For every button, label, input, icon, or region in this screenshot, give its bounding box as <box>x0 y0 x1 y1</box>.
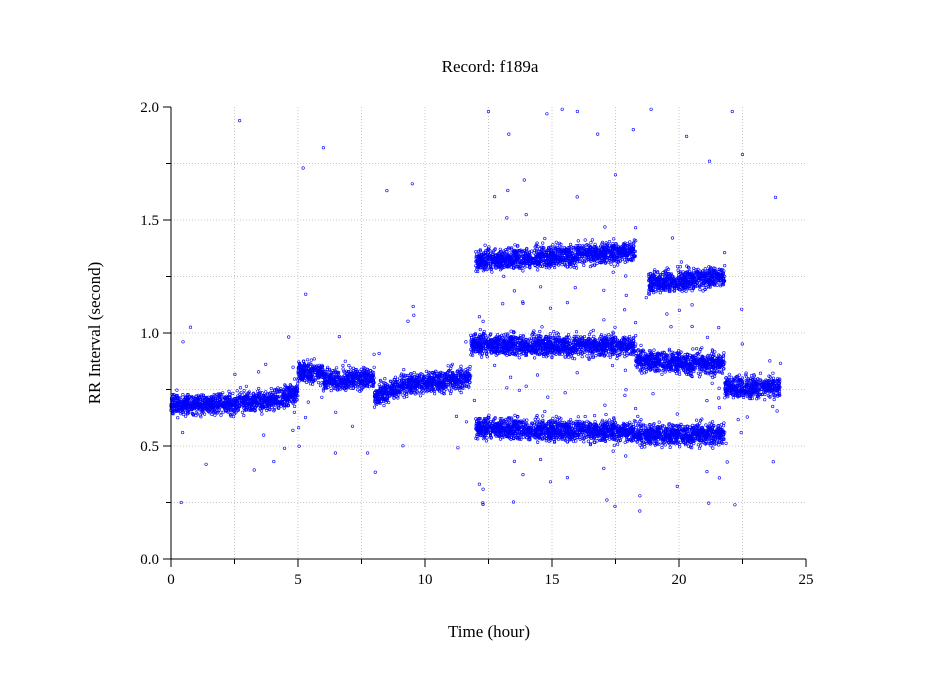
data-point <box>237 404 241 409</box>
data-point <box>235 389 239 393</box>
data-point <box>240 410 245 414</box>
data-point <box>175 388 179 392</box>
data-point <box>262 394 266 398</box>
data-point <box>268 392 272 396</box>
data-point <box>243 400 247 405</box>
data-point <box>229 414 233 418</box>
data-point <box>185 393 190 397</box>
data-point <box>213 413 217 417</box>
data-point <box>212 392 216 397</box>
data-point <box>242 392 246 396</box>
data-point <box>232 412 237 416</box>
data-point <box>259 409 264 413</box>
data-point <box>250 408 254 412</box>
data-point <box>229 412 233 416</box>
data-point <box>227 389 231 394</box>
data-point <box>231 391 235 396</box>
data-point <box>263 402 267 406</box>
grid <box>171 107 806 559</box>
data-point <box>252 468 256 472</box>
data-point <box>221 410 225 414</box>
data-point <box>181 430 185 435</box>
data-point <box>229 408 233 413</box>
data-point <box>195 412 200 416</box>
data-point <box>199 415 203 419</box>
data-point <box>226 410 230 414</box>
data-point <box>204 462 208 466</box>
data-points <box>169 107 783 513</box>
data-point <box>232 408 236 412</box>
data-point <box>184 414 188 418</box>
data-point <box>175 408 179 413</box>
data-point <box>229 400 233 404</box>
data-point <box>239 395 243 399</box>
data-point <box>171 394 175 398</box>
data-point <box>233 372 237 377</box>
data-point <box>182 412 186 417</box>
data-point <box>247 408 251 412</box>
data-point <box>195 407 199 411</box>
data-point <box>221 391 225 395</box>
data-point <box>204 404 208 409</box>
data-point <box>219 410 223 414</box>
data-point <box>181 393 185 397</box>
data-point <box>232 399 236 403</box>
data-point <box>269 386 273 391</box>
data-point <box>200 393 204 397</box>
data-point <box>198 413 202 417</box>
data-point <box>266 392 270 396</box>
data-point <box>262 433 266 437</box>
data-point <box>177 396 181 400</box>
data-point <box>253 408 257 413</box>
data-point <box>179 395 183 400</box>
data-point <box>210 412 214 417</box>
data-point <box>201 393 205 398</box>
data-point <box>236 401 240 405</box>
data-point <box>264 390 268 394</box>
data-point <box>181 409 185 413</box>
data-point <box>171 398 176 402</box>
data-point <box>246 391 251 395</box>
data-point <box>228 392 232 396</box>
data-point <box>258 406 262 411</box>
data-point <box>264 405 268 409</box>
data-point <box>257 370 261 374</box>
data-point <box>180 410 184 415</box>
data-point <box>260 412 264 416</box>
data-point <box>198 396 202 400</box>
data-point <box>242 389 246 393</box>
